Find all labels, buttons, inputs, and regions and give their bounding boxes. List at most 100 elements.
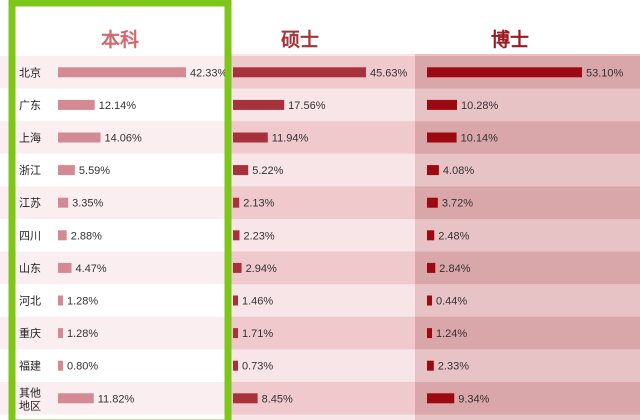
value-label: 5.22% bbox=[252, 165, 283, 177]
row-label: 福建 bbox=[19, 359, 41, 373]
value-label: 4.08% bbox=[443, 165, 474, 177]
bar bbox=[58, 197, 69, 208]
bar bbox=[427, 328, 432, 339]
column-headers: 本科 硕士 博士 bbox=[101, 28, 529, 51]
value-label: 45.63% bbox=[370, 67, 408, 79]
bar bbox=[233, 393, 258, 404]
value-label: 2.23% bbox=[243, 230, 274, 242]
row-label: 北京 bbox=[19, 65, 41, 79]
row-background bbox=[0, 153, 228, 187]
bar bbox=[427, 393, 455, 404]
value-label: 10.14% bbox=[461, 133, 499, 145]
value-label: 2.94% bbox=[246, 263, 277, 275]
row-label: 河北 bbox=[19, 295, 41, 308]
bar bbox=[233, 295, 238, 306]
value-label: 1.24% bbox=[436, 328, 467, 340]
value-label: 0.73% bbox=[242, 361, 273, 373]
bar bbox=[58, 360, 63, 371]
row-background bbox=[0, 88, 228, 122]
value-label: 5.59% bbox=[79, 165, 110, 177]
value-label: 8.45% bbox=[262, 393, 293, 405]
value-label: 1.71% bbox=[242, 328, 273, 340]
row-background bbox=[0, 316, 228, 350]
bars: 42.33% 12.14% 14.06% 5.59% 3.35% 2.88% 4.47% 1.… bbox=[58, 67, 624, 405]
series-header: 博士 bbox=[491, 28, 529, 51]
bar bbox=[58, 99, 95, 110]
bar bbox=[58, 230, 67, 241]
value-label: 11.94% bbox=[272, 133, 309, 145]
value-label: 10.28% bbox=[461, 100, 499, 112]
value-label: 14.06% bbox=[105, 133, 143, 145]
value-label: 2.48% bbox=[438, 230, 469, 242]
row-background bbox=[228, 284, 415, 317]
row-background bbox=[415, 349, 640, 382]
row-label: 广东 bbox=[19, 99, 41, 112]
row-label: 上海 bbox=[19, 131, 41, 145]
value-label: 2.88% bbox=[71, 230, 102, 242]
bar bbox=[233, 360, 238, 371]
row-background bbox=[415, 153, 640, 187]
highlight-frame bbox=[8, 0, 232, 420]
value-label: 1.28% bbox=[67, 328, 98, 340]
value-label: 3.72% bbox=[442, 198, 473, 210]
row-background bbox=[228, 349, 415, 382]
row-background bbox=[228, 251, 415, 285]
row-background bbox=[415, 284, 640, 317]
bar bbox=[427, 67, 582, 78]
value-label: 0.44% bbox=[436, 296, 467, 308]
row-background bbox=[0, 251, 228, 285]
row-background bbox=[415, 251, 640, 285]
value-label: 9.34% bbox=[458, 393, 489, 405]
bar bbox=[427, 230, 435, 241]
series-header: 硕士 bbox=[281, 29, 319, 51]
row-label: 浙江 bbox=[19, 164, 41, 177]
value-label: 1.46% bbox=[242, 296, 273, 308]
bar bbox=[427, 262, 436, 273]
series-header: 本科 bbox=[101, 28, 139, 51]
row-background bbox=[228, 316, 415, 350]
row-label: 山东 bbox=[19, 262, 41, 275]
value-label: 12.14% bbox=[99, 100, 137, 112]
row-background bbox=[0, 382, 228, 415]
row-background bbox=[415, 219, 640, 252]
bar bbox=[233, 99, 285, 110]
row-label: 重庆 bbox=[19, 326, 41, 340]
bar bbox=[233, 67, 366, 78]
value-label: 0.80% bbox=[67, 361, 98, 373]
header-bg bbox=[228, 0, 640, 54]
value-label: 2.13% bbox=[243, 198, 274, 210]
value-label: 1.28% bbox=[67, 296, 98, 308]
bar bbox=[58, 165, 75, 176]
value-label: 17.56% bbox=[288, 100, 326, 112]
value-label: 2.84% bbox=[439, 263, 470, 275]
row-background bbox=[228, 153, 415, 187]
bar bbox=[58, 67, 186, 78]
value-label: 42.33% bbox=[190, 67, 228, 79]
bar bbox=[233, 132, 268, 143]
bar bbox=[427, 165, 439, 176]
row-background bbox=[228, 186, 415, 219]
value-label: 3.35% bbox=[72, 198, 103, 210]
row-background bbox=[415, 316, 640, 350]
bar bbox=[233, 230, 240, 241]
row-background bbox=[0, 284, 228, 317]
bar bbox=[427, 132, 457, 143]
row-background bbox=[228, 382, 415, 415]
bar bbox=[233, 262, 242, 273]
bar bbox=[233, 165, 249, 176]
row-label: 四川 bbox=[19, 229, 41, 242]
bar bbox=[58, 393, 94, 404]
bar bbox=[233, 328, 238, 339]
row-label: 其他 bbox=[19, 386, 41, 399]
row-label: 江苏 bbox=[19, 197, 41, 210]
row-label-continued: 地区 bbox=[19, 399, 41, 412]
row-background bbox=[0, 219, 228, 252]
bar bbox=[427, 295, 432, 306]
bar bbox=[58, 262, 72, 273]
row-background bbox=[0, 186, 228, 219]
bar bbox=[58, 132, 101, 143]
row-background bbox=[0, 121, 228, 154]
bar bbox=[427, 197, 438, 208]
